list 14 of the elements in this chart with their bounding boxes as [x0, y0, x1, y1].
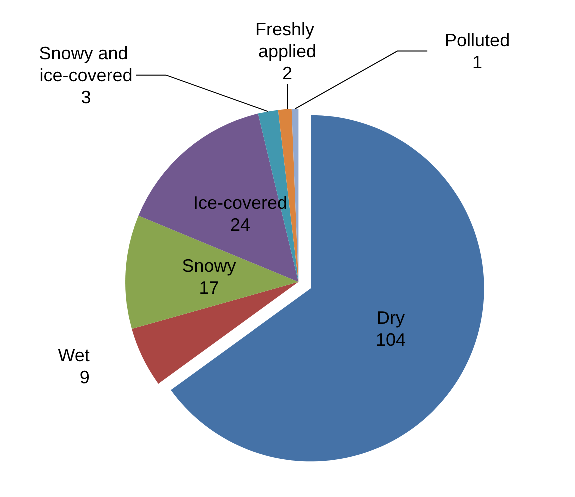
data-label: 3 — [81, 87, 92, 108]
slice-label: Ice-covered — [193, 193, 288, 214]
slice-label: Snowy and ice-covered — [39, 43, 134, 86]
slice-label: Polluted — [445, 30, 510, 50]
slice-label: Snowy — [182, 256, 236, 276]
slice-label: Dry — [376, 308, 405, 328]
data-label: 1 — [472, 52, 483, 72]
data-label: 24 — [230, 215, 251, 236]
slice-label: Wet — [58, 345, 90, 366]
data-label: 17 — [199, 278, 220, 298]
data-label: 2 — [282, 63, 293, 84]
data-label: 9 — [80, 367, 90, 388]
slice-label: Freshly applied — [255, 19, 320, 62]
data-label: 104 — [376, 330, 406, 350]
